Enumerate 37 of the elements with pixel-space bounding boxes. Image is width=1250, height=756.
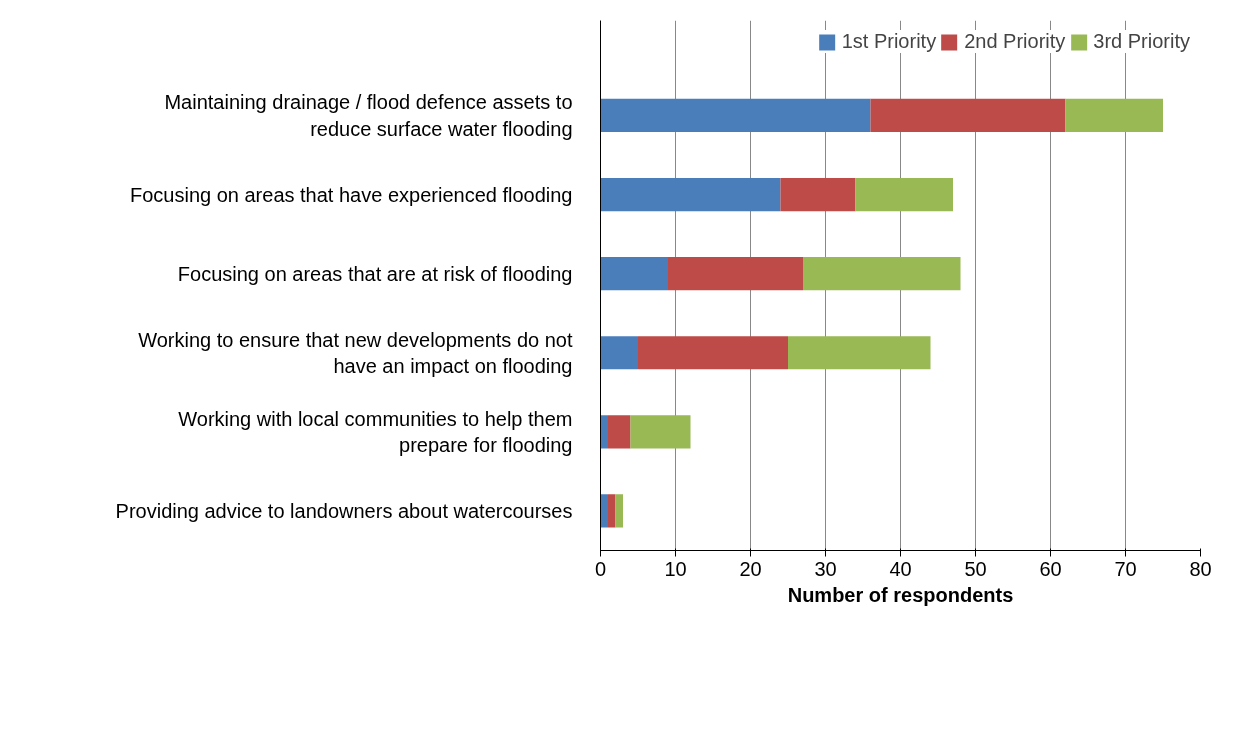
legend-label: 1st Priority [841,30,937,53]
bar [788,336,931,370]
x-tick-label: 50 [964,557,987,580]
legend-label: 2nd Priority [964,30,1066,53]
bar [600,494,608,528]
bar [630,415,691,449]
y-tick-label: Providing advice to landowners about watercourses [115,499,573,522]
bar [638,336,788,370]
x-tick-label: 20 [739,557,762,580]
x-tick-label: 10 [664,557,687,580]
y-tick-label: Working with local communities to help them prepare for flooding [178,407,573,457]
bar [600,336,638,370]
bar [668,257,803,291]
bar [780,177,856,212]
x-tick-label: 30 [814,557,837,580]
bar [600,257,668,291]
x-tick-label: 0 [594,557,607,580]
bar [855,177,953,212]
bar [615,494,623,528]
x-tick-label: 40 [889,557,912,580]
bar [608,494,616,528]
x-tick-label: 60 [1039,557,1062,580]
bar [870,98,1066,133]
bar [600,177,781,212]
legend-label: 3rd Priority [1093,30,1190,53]
bar [608,415,631,449]
x-axis-title: Number of respondents [787,583,1014,606]
bar [1065,98,1163,133]
y-tick-label: Working to ensure that new developments do not have an impact on flooding [138,328,573,377]
bar [803,257,961,291]
y-tick-label: Maintaining drainage / flood defence assets to reduce surface water flooding [164,91,573,140]
y-tick-label: Focusing on areas that have experienced flooding [129,183,573,206]
y-tick-label: Focusing on areas that are at risk of flooding [177,262,573,285]
bar [600,98,871,133]
x-tick-label: 70 [1114,557,1137,580]
bar [600,415,608,449]
x-tick-label: 80 [1189,557,1212,580]
